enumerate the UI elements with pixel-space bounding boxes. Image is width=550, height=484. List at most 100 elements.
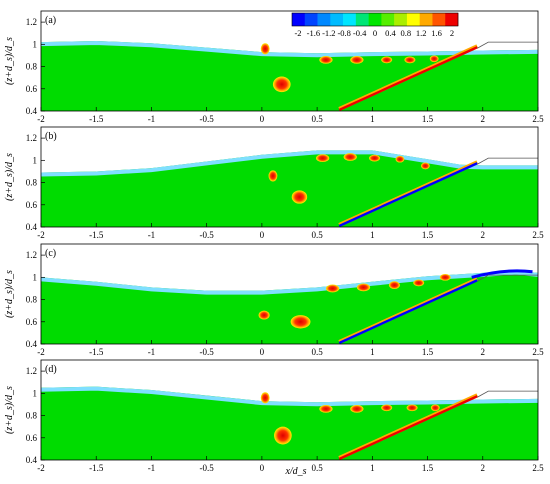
- beach-line: [477, 41, 538, 49]
- vortex-0: [260, 392, 270, 404]
- x-tick-label: 1.5: [422, 230, 434, 240]
- panel-1: 0.4 0.6 0.8 1 1.2 -2 -1.5 -1 -0.5 0 0.5 1 1.5 2 2.5 (b)…: [4, 126, 544, 240]
- vortex-3: [356, 283, 371, 292]
- y-axis-label: (z+d_s)/d_s: [4, 153, 15, 201]
- colorbar-tick-label: -2: [294, 28, 301, 38]
- vortex-2: [316, 154, 330, 162]
- x-tick-label: -0.5: [200, 463, 215, 473]
- shear-band: [338, 395, 478, 460]
- colorbar-swatch: [381, 13, 395, 26]
- colorbar-swatch: [368, 13, 382, 26]
- panel-label: (d): [45, 364, 57, 375]
- shear-band: [338, 46, 478, 111]
- vortex-5: [413, 279, 425, 287]
- x-tick-label: -2: [37, 114, 45, 124]
- x-tick-label: 0.5: [311, 347, 323, 357]
- x-tick-label: -1.5: [89, 114, 104, 124]
- panel-label: (a): [45, 15, 56, 26]
- x-tick-label: -1: [148, 114, 156, 124]
- colorbar-tick-label: 1.2: [416, 28, 427, 38]
- vortex-1: [274, 426, 292, 445]
- colorbar-swatch: [317, 13, 331, 26]
- vortex-2: [319, 405, 333, 413]
- y-tick-label: 1: [33, 155, 38, 165]
- colorbar-tick-label: 0.4: [385, 28, 396, 38]
- colorbar-swatch: [419, 13, 433, 26]
- x-tick-label: -0.5: [200, 230, 215, 240]
- y-tick-label: 1.2: [26, 250, 37, 260]
- colorbar-swatch: [292, 13, 306, 26]
- y-tick-label: 0.8: [26, 295, 38, 305]
- x-tick-label: -2: [37, 463, 45, 473]
- plot-frame: [40, 359, 539, 461]
- panels-group: 0.4 0.6 0.8 1 1.2 -2 -1.5 -1 -0.5 0 0.5 1 1.5 2 2.5 (a)…: [4, 10, 544, 473]
- x-tick-label: 2.5: [532, 463, 544, 473]
- vortex-2: [325, 284, 340, 293]
- x-tick-label: -1.5: [89, 463, 104, 473]
- x-tick-label: 1.5: [422, 463, 434, 473]
- surface-layer: [41, 386, 538, 407]
- colorbar: -2 -1.6 -1.2 -0.8 -0.4 0 0.4 0.8 1.2 1.6 2: [291, 12, 459, 38]
- vortex-4: [381, 404, 393, 412]
- y-tick-label: 0.6: [26, 200, 38, 210]
- vortex-5: [404, 56, 416, 64]
- vortex-0: [268, 170, 278, 182]
- y-tick-label: 1.2: [26, 17, 37, 27]
- y-tick-label: 0.6: [26, 317, 38, 327]
- y-axis-label: (z+d_s)/d_s: [4, 386, 15, 434]
- x-tick-label: 1.5: [422, 347, 434, 357]
- colorbar-swatch: [355, 13, 369, 26]
- vortex-5: [395, 155, 405, 163]
- colorbar-swatch: [394, 13, 408, 26]
- x-tick-label: 0: [260, 347, 265, 357]
- plot-frame: [40, 243, 539, 345]
- vortex-6: [430, 404, 440, 412]
- colorbar-tick-label: 2: [450, 28, 454, 38]
- colorbar-swatch: [304, 13, 318, 26]
- vortex-4: [388, 281, 400, 289]
- vortex-3: [350, 405, 364, 413]
- surface-layer: [41, 40, 538, 58]
- x-tick-label: 0: [260, 114, 265, 124]
- x-tick-label: 1: [370, 347, 375, 357]
- beach-line: [477, 390, 538, 398]
- vortex-3: [343, 153, 357, 161]
- y-tick-label: 1.2: [26, 366, 37, 376]
- x-tick-label: 0.5: [311, 463, 323, 473]
- vortex-4: [369, 154, 381, 162]
- vortex-5: [406, 404, 418, 412]
- x-tick-label: -0.5: [200, 114, 215, 124]
- panel-0: 0.4 0.6 0.8 1 1.2 -2 -1.5 -1 -0.5 0 0.5 1 1.5 2 2.5 (a)…: [4, 10, 544, 124]
- y-tick-label: 0.6: [26, 84, 38, 94]
- panel-3: 0.4 0.6 0.8 1 1.2 -2 -1.5 -1 -0.5 0 0.5 1 1.5 2 2.5 (d)…: [4, 359, 544, 473]
- colorbar-swatch: [406, 13, 420, 26]
- shear-band: [338, 279, 478, 344]
- y-tick-label: 0.4: [26, 222, 38, 232]
- x-tick-label: 2.5: [532, 347, 544, 357]
- x-tick-label: 1.5: [422, 114, 434, 124]
- y-tick-label: 1: [33, 388, 38, 398]
- vortex-0: [258, 310, 270, 320]
- x-tick-label: 0.5: [311, 114, 323, 124]
- vortex-3: [350, 56, 364, 64]
- colorbar-swatch: [343, 13, 357, 26]
- panel-2: 0.4 0.6 0.8 1 1.2 -2 -1.5 -1 -0.5 0 0.5 1 1.5 2 2.5 (c)…: [4, 243, 544, 357]
- beach-line: [477, 274, 538, 282]
- x-tick-label: 2: [481, 114, 486, 124]
- x-tick-label: 2.5: [532, 230, 544, 240]
- y-tick-label: 0.6: [26, 433, 38, 443]
- colorbar-tick-label: -1.6: [307, 28, 320, 38]
- x-tick-label: 0: [260, 463, 265, 473]
- y-tick-label: 0.4: [26, 339, 38, 349]
- shear-band: [338, 162, 478, 227]
- x-tick-label: -1.5: [89, 347, 104, 357]
- vortex-6: [439, 274, 451, 281]
- x-tick-label: 0: [260, 230, 265, 240]
- y-tick-label: 0.8: [26, 62, 38, 72]
- y-axis-label: (z+d_s)/d_s: [4, 270, 15, 318]
- water-body: [41, 270, 538, 344]
- x-tick-label: 2.5: [532, 114, 544, 124]
- plot-frame: [40, 10, 539, 112]
- plot-frame: [40, 126, 539, 228]
- colorbar-tick-label: 0: [373, 28, 377, 38]
